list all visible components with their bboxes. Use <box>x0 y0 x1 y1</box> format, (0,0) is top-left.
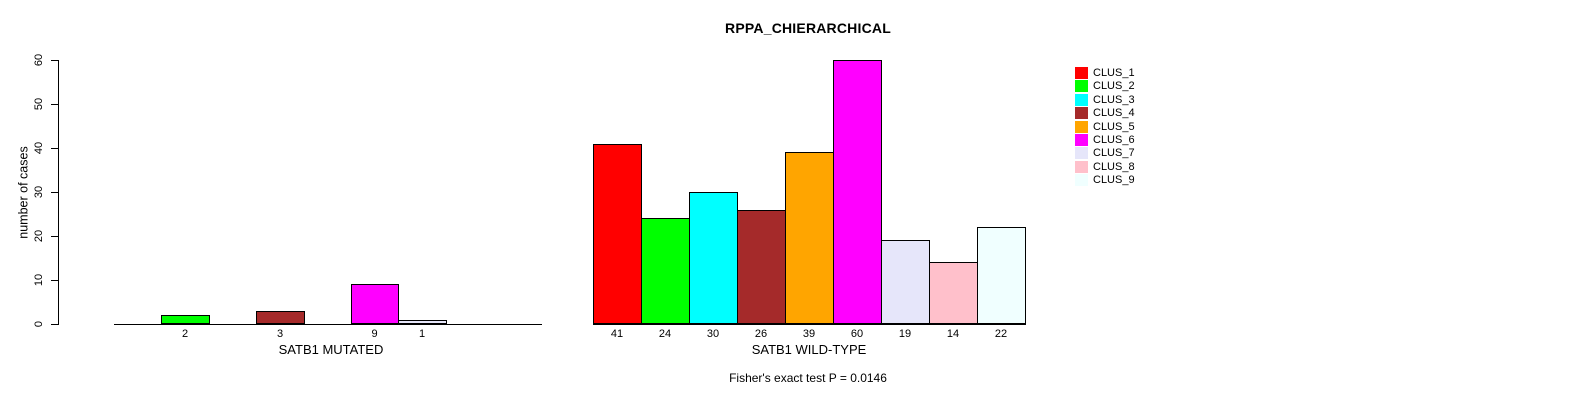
bar-clus-2 <box>641 218 690 324</box>
bar-value-label: 22 <box>994 328 1008 340</box>
legend-label: CLUS_4 <box>1093 107 1135 119</box>
legend-label: CLUS_7 <box>1093 147 1135 159</box>
bar-value-label: 30 <box>706 328 720 340</box>
legend-item-clus-8: CLUS_8 <box>1075 161 1145 173</box>
y-axis-line <box>58 60 59 325</box>
legend-color-swatch <box>1075 161 1088 173</box>
legend-color-swatch <box>1075 147 1088 159</box>
y-axis-tick <box>51 324 58 325</box>
bar-clus-5 <box>785 152 834 324</box>
legend-item-clus-3: CLUS_3 <box>1075 94 1145 106</box>
bar-clus-8 <box>929 262 978 324</box>
legend-color-swatch <box>1075 174 1088 186</box>
legend-label: CLUS_1 <box>1093 67 1135 79</box>
legend-item-clus-7: CLUS_7 <box>1075 147 1145 159</box>
bar-clus-3 <box>689 192 738 324</box>
y-axis-tick-label: 10 <box>33 273 45 287</box>
bar-value-label: 19 <box>898 328 912 340</box>
bar-value-label: 26 <box>754 328 768 340</box>
bar-clus-4 <box>256 311 305 324</box>
y-axis-tick <box>51 192 58 193</box>
bar-value-label: 1 <box>418 328 426 340</box>
legend-label: CLUS_3 <box>1093 94 1135 106</box>
legend-color-swatch <box>1075 121 1088 133</box>
legend-color-swatch <box>1075 80 1088 92</box>
bar-value-label: 41 <box>610 328 624 340</box>
bar-value-label: 39 <box>802 328 816 340</box>
bar-value-label: 24 <box>658 328 672 340</box>
legend-color-swatch <box>1075 107 1088 119</box>
legend-label: CLUS_9 <box>1093 174 1135 186</box>
y-axis-tick <box>51 104 58 105</box>
y-axis-tick-label: 30 <box>33 185 45 199</box>
y-axis-tick-label: 20 <box>33 229 45 243</box>
y-axis-tick <box>51 60 58 61</box>
y-axis-tick <box>51 148 58 149</box>
x-axis-baseline <box>114 324 542 325</box>
legend-item-clus-1: CLUS_1 <box>1075 67 1145 79</box>
bar-clus-7 <box>398 320 447 324</box>
y-axis-tick-label: 0 <box>33 320 45 328</box>
legend-label: CLUS_5 <box>1093 121 1135 133</box>
legend-item-clus-2: CLUS_2 <box>1075 80 1145 92</box>
fisher-test-annotation: Fisher's exact test P = 0.0146 <box>729 371 887 385</box>
y-axis-tick-label: 40 <box>33 141 45 155</box>
bar-value-label: 9 <box>371 328 378 340</box>
chart-title: RPPA_CHIERARCHICAL <box>725 20 891 36</box>
legend-item-clus-4: CLUS_4 <box>1075 107 1145 119</box>
y-axis-tick <box>51 280 58 281</box>
bar-clus-6 <box>351 284 399 324</box>
legend-item-clus-9: CLUS_9 <box>1075 174 1145 186</box>
bar-clus-1 <box>593 144 642 324</box>
legend-item-clus-6: CLUS_6 <box>1075 134 1145 146</box>
legend-color-swatch <box>1075 94 1088 106</box>
bar-value-label: 14 <box>946 328 960 340</box>
bar-clus-4 <box>737 210 786 324</box>
legend-color-swatch <box>1075 67 1088 79</box>
x-axis-label-wild-type: SATB1 WILD-TYPE <box>751 342 867 357</box>
legend-label: CLUS_6 <box>1093 134 1135 146</box>
legend-label: CLUS_2 <box>1093 80 1135 92</box>
x-axis-label-mutated: SATB1 MUTATED <box>278 342 384 357</box>
bar-clus-2 <box>161 315 210 324</box>
bar-clus-6 <box>833 60 882 324</box>
legend-label: CLUS_8 <box>1093 161 1135 173</box>
bar-clus-7 <box>881 240 930 324</box>
bar-clus-9 <box>977 227 1026 324</box>
bar-value-label: 3 <box>276 328 284 340</box>
legend-item-clus-5: CLUS_5 <box>1075 121 1145 133</box>
y-axis-tick <box>51 236 58 237</box>
y-axis-label: number of cases <box>16 146 31 239</box>
y-axis-tick-label: 60 <box>33 53 45 67</box>
legend-color-swatch <box>1075 134 1088 146</box>
y-axis-tick-label: 50 <box>33 97 45 111</box>
x-axis-baseline <box>593 324 1026 325</box>
bar-value-label: 2 <box>181 328 189 340</box>
bar-value-label: 60 <box>850 328 864 340</box>
